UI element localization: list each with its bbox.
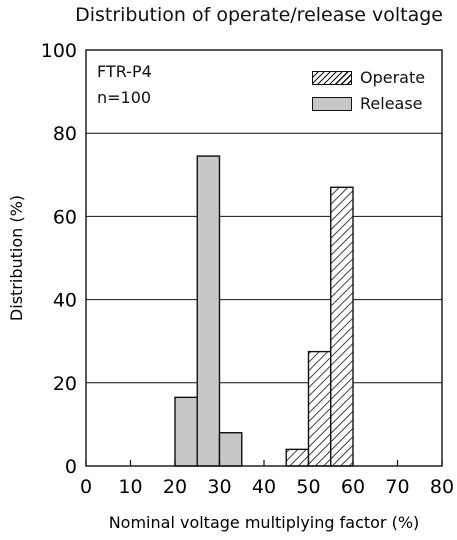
x-tick-label-40: 40 — [252, 476, 276, 498]
x-tick-label-70: 70 — [385, 476, 409, 498]
legend-label-release: Release — [360, 94, 423, 113]
bar-release-25-30 — [196, 155, 221, 467]
legend-item-operate: Operate — [312, 68, 425, 87]
sample-count-label: n=100 — [97, 88, 152, 107]
legend-item-release: Release — [312, 94, 423, 113]
x-tick-label-10: 10 — [118, 476, 142, 498]
bar-operate-45-50 — [285, 448, 310, 467]
legend-label-operate: Operate — [360, 68, 426, 87]
y-tick-label-0: 0 — [65, 456, 77, 478]
x-axis-label: Nominal voltage multiplying factor (%) — [109, 513, 420, 532]
x-tick-label-30: 30 — [207, 476, 231, 498]
x-ticks: 0 10 20 30 40 50 60 70 80 — [80, 460, 454, 498]
x-tick-label-50: 50 — [296, 476, 320, 498]
y-ticks: 0 20 40 60 80 100 — [41, 40, 77, 478]
y-tick-label-40: 40 — [53, 290, 77, 312]
x-tick-label-80: 80 — [430, 476, 454, 498]
release-swatch — [312, 96, 352, 111]
bars — [174, 155, 354, 467]
y-tick-label-80: 80 — [53, 123, 77, 145]
y-tick-label-20: 20 — [53, 373, 77, 395]
bar-operate-55-60 — [330, 186, 354, 467]
grid — [86, 132, 442, 384]
operate-swatch — [312, 70, 352, 85]
chart-title: Distribution of operate/release voltage — [75, 4, 443, 26]
bar-operate-50-55 — [307, 350, 332, 467]
x-tick-label-60: 60 — [341, 476, 365, 498]
bar-release-30-35 — [218, 432, 243, 467]
y-tick-label-60: 60 — [53, 206, 77, 228]
y-axis-label: Distribution (%) — [7, 195, 26, 321]
model-label: FTR-P4 — [97, 62, 152, 81]
y-tick-label-100: 100 — [41, 40, 77, 62]
bar-release-20-25 — [174, 396, 198, 467]
x-tick-label-20: 20 — [163, 476, 187, 498]
x-tick-label-0: 0 — [80, 476, 92, 498]
